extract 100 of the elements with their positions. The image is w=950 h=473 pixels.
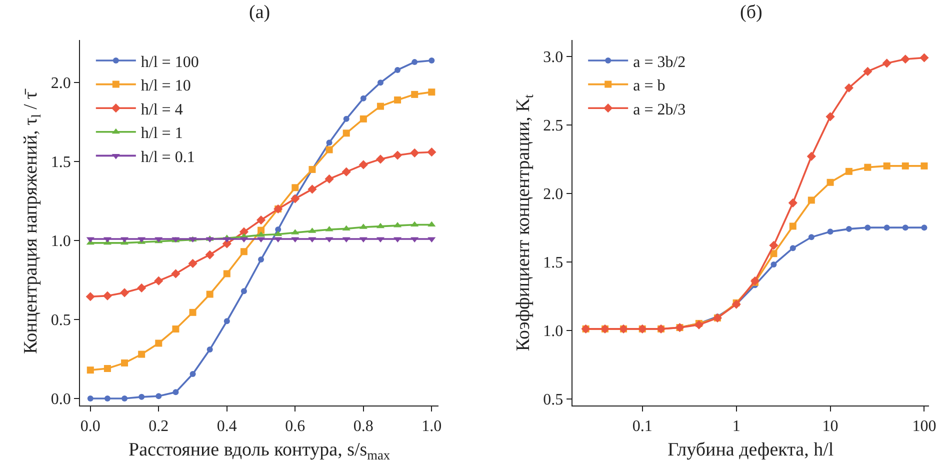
y-tick-label: 0.5 <box>543 391 564 408</box>
point <box>172 326 180 332</box>
point <box>883 162 890 170</box>
point <box>864 224 871 231</box>
legend-label: a = 2b/3 <box>633 101 686 118</box>
point <box>104 396 110 402</box>
point <box>412 59 418 66</box>
point <box>882 58 892 68</box>
x-tick-label: 0.4 <box>216 418 237 435</box>
point <box>769 240 778 250</box>
point <box>122 396 128 402</box>
point <box>87 396 94 402</box>
point <box>846 226 852 232</box>
point <box>190 371 196 378</box>
point <box>376 154 386 164</box>
point <box>770 262 777 268</box>
point <box>326 140 332 146</box>
point <box>750 276 760 286</box>
point <box>342 130 350 137</box>
point <box>172 389 179 396</box>
point <box>256 215 266 225</box>
x-tick-label: 0.6 <box>285 418 306 435</box>
point <box>827 228 834 235</box>
point <box>324 174 334 184</box>
x-axis-title: Расстояние вдоль контура, s/s$_{max}$ <box>128 440 390 463</box>
point <box>788 198 798 208</box>
point <box>223 270 230 278</box>
point <box>240 248 248 256</box>
point <box>428 88 436 96</box>
point <box>360 95 366 102</box>
point <box>258 256 264 262</box>
point <box>844 83 854 92</box>
point <box>410 148 420 158</box>
legend-label: h/l = 4 <box>140 101 183 118</box>
point <box>138 350 146 358</box>
point <box>920 53 929 62</box>
y-tick-label: 2.5 <box>543 117 564 134</box>
point <box>308 184 317 194</box>
point <box>920 162 928 170</box>
point <box>342 167 351 176</box>
point <box>808 234 814 240</box>
point <box>325 226 334 232</box>
x-tick-label: 1.0 <box>422 418 442 435</box>
point <box>902 224 908 231</box>
legend-label: a = 3b/2 <box>633 54 686 71</box>
point <box>343 116 350 122</box>
point <box>171 269 180 278</box>
chart-title: (а) <box>249 2 270 23</box>
point <box>86 366 94 374</box>
point <box>789 222 796 230</box>
point <box>275 226 282 232</box>
x-tick-label: 0.0 <box>80 418 100 435</box>
point <box>189 308 196 316</box>
point <box>104 364 111 372</box>
point <box>845 168 852 175</box>
point <box>921 224 928 231</box>
x-tick-label: 100 <box>912 418 936 435</box>
point <box>806 152 816 161</box>
point <box>156 393 162 400</box>
point <box>206 290 214 298</box>
point <box>427 148 436 157</box>
point <box>206 346 213 353</box>
point <box>326 146 333 154</box>
y-tick-label: 0.5 <box>50 312 71 330</box>
point <box>121 359 128 366</box>
point <box>790 245 796 252</box>
point <box>694 320 704 330</box>
x-axis-title: Глубина дефекта, h/l <box>668 440 834 461</box>
legend-label: h/l = 0.1 <box>140 148 195 166</box>
point <box>376 102 384 110</box>
x-tick-label: 1 <box>732 418 740 435</box>
x-tick-label: 0.1 <box>632 418 652 435</box>
y-tick-label: 3.0 <box>543 48 564 66</box>
legend-label: h/l = 10 <box>140 78 191 95</box>
point <box>411 90 418 98</box>
point <box>290 194 300 204</box>
y-tick-label: 0.0 <box>50 391 71 408</box>
point <box>205 250 214 260</box>
point <box>394 66 401 73</box>
point <box>826 178 834 186</box>
legend-label: h/l = 100 <box>140 54 199 71</box>
y-tick-label: 2.0 <box>50 75 71 92</box>
legend-label: a = b <box>633 78 666 95</box>
y-tick-label: 1.5 <box>50 154 71 172</box>
point <box>137 283 146 292</box>
y-tick-label: 2.0 <box>543 186 564 203</box>
point <box>900 54 910 64</box>
point <box>224 318 230 324</box>
point <box>258 226 265 234</box>
y-tick-label: 1.0 <box>50 233 71 250</box>
point <box>884 224 890 231</box>
point <box>240 288 247 294</box>
y-tick-label: 1.0 <box>543 322 564 340</box>
x-tick-label: 10 <box>822 418 838 435</box>
legend-label: h/l = 1 <box>140 125 183 142</box>
chart-title: (б) <box>740 2 762 23</box>
point <box>863 66 872 76</box>
point <box>360 115 367 122</box>
point <box>86 292 95 302</box>
point <box>428 57 435 64</box>
